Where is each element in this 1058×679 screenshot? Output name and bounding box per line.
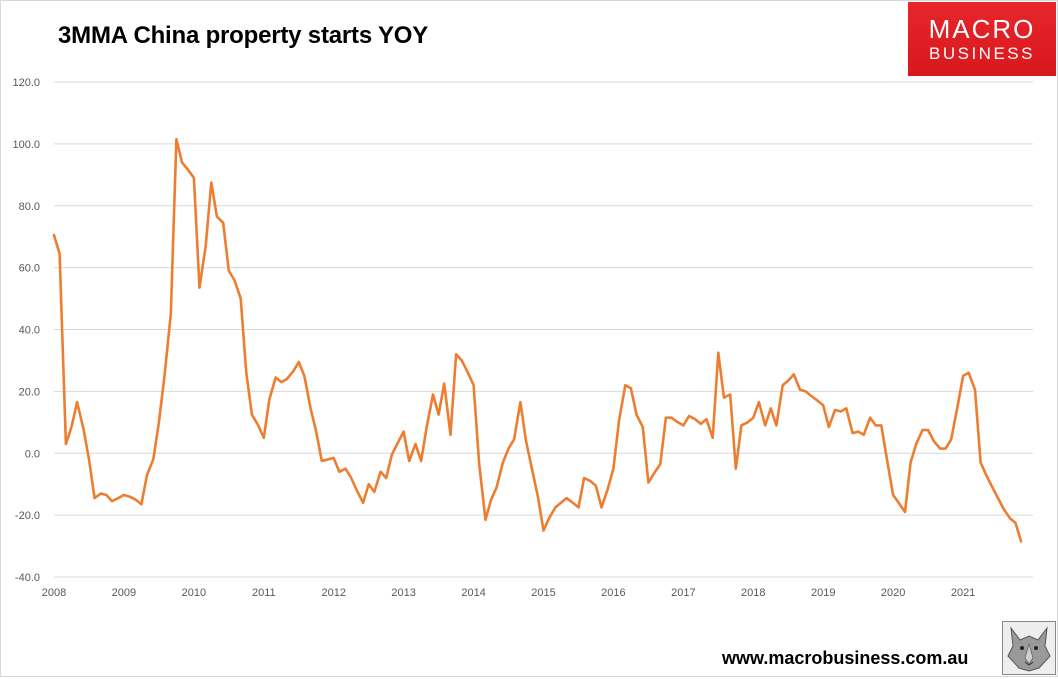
y-tick-label: 40.0	[19, 325, 40, 337]
x-tick-label: 2013	[391, 587, 415, 599]
x-tick-label: 2017	[671, 587, 695, 599]
logo-line-business: BUSINESS	[929, 44, 1035, 63]
x-tick-label: 2019	[811, 587, 835, 599]
x-tick-label: 2018	[741, 587, 765, 599]
chart-title: 3MMA China property starts YOY	[58, 22, 429, 49]
x-tick-label: 2009	[112, 587, 136, 599]
x-tick-label: 2008	[42, 587, 66, 599]
x-tick-label: 2010	[182, 587, 206, 599]
series-line-property-starts	[52, 137, 1023, 543]
macrobusiness-logo[interactable]: MACRO BUSINESS	[908, 2, 1056, 76]
y-tick-label: 80.0	[19, 201, 40, 213]
series-layer	[52, 137, 1023, 543]
y-tick-label: 100.0	[12, 139, 40, 151]
x-axis-tick-labels: 2008 2009 2010 2011 2012 2013 2014 2015 2016 2017…	[42, 587, 976, 599]
x-tick-label: 2011	[252, 587, 276, 599]
logo-line-macro: MACRO	[928, 14, 1036, 44]
y-tick-label: -20.0	[15, 510, 40, 522]
y-tick-label: 0.0	[25, 448, 40, 460]
x-tick-label: 2014	[461, 587, 485, 599]
x-tick-label: 2012	[321, 587, 345, 599]
y-axis-tick-labels: -40.0 -20.0 0.0 20.0 40.0 60.0 80.0 100.0 120.0	[12, 77, 40, 584]
y-tick-label: -40.0	[15, 572, 40, 584]
wolf-mascot-icon	[1002, 621, 1056, 675]
x-tick-label: 2021	[951, 587, 975, 599]
website-url[interactable]: www.macrobusiness.com.au	[722, 648, 969, 668]
x-tick-label: 2015	[531, 587, 555, 599]
y-tick-label: 60.0	[19, 263, 40, 275]
x-tick-label: 2016	[601, 587, 625, 599]
y-tick-label: 120.0	[12, 77, 40, 89]
gridlines	[54, 81, 1033, 578]
x-tick-label: 2020	[881, 587, 905, 599]
y-tick-label: 20.0	[19, 386, 40, 398]
